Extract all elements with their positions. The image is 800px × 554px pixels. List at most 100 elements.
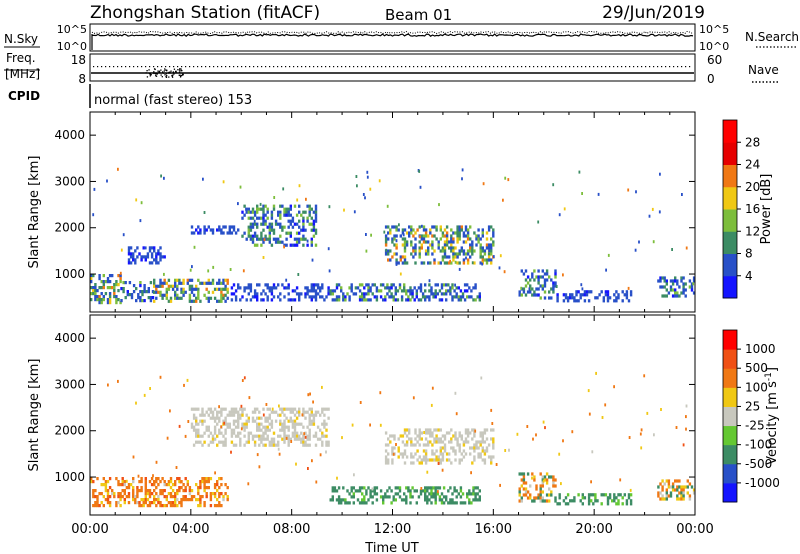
heatmap-cell <box>155 284 158 288</box>
heatmap-cell <box>300 437 303 441</box>
heatmap-cell <box>213 428 217 432</box>
heatmap-cell <box>106 298 110 302</box>
heatmap-cell <box>314 298 318 302</box>
heatmap-cell <box>161 293 164 297</box>
heatmap-cell <box>688 494 692 498</box>
heatmap-cell <box>314 289 318 293</box>
heatmap-cell <box>411 295 414 299</box>
heatmap-cell <box>270 292 274 296</box>
heatmap-cell <box>270 286 274 290</box>
heatmap-cell <box>485 261 489 265</box>
heatmap-cell <box>169 495 173 499</box>
heatmap-cell <box>426 501 429 505</box>
heatmap-cell <box>291 422 295 426</box>
heatmap-cell <box>340 498 343 502</box>
heatmap-cell <box>353 473 355 477</box>
heatmap-cell <box>251 419 255 423</box>
heatmap-cell <box>410 231 413 235</box>
heatmap-cell <box>232 428 236 432</box>
heatmap-cell <box>436 486 439 490</box>
heatmap-cell <box>379 495 383 499</box>
heatmap-cell <box>458 234 461 238</box>
heatmap-cell <box>199 228 202 232</box>
heatmap-cell <box>583 496 587 500</box>
heatmap-cell <box>314 216 318 220</box>
nave-dot <box>241 66 243 68</box>
heatmap-cell <box>312 210 316 214</box>
colorbar-swatch <box>723 186 737 210</box>
heatmap-cell <box>256 243 259 247</box>
heatmap-cell <box>552 481 555 485</box>
heatmap-cell <box>470 471 472 475</box>
heatmap-cell <box>627 188 630 192</box>
heatmap-cell <box>461 168 464 172</box>
heatmap-cell <box>201 413 204 417</box>
heatmap-cell <box>443 246 447 250</box>
heatmap-cell <box>653 433 655 437</box>
heatmap-cell <box>182 278 185 282</box>
heatmap-cell <box>583 293 587 297</box>
heatmap-cell <box>279 407 282 411</box>
heatmap-cell <box>314 213 318 217</box>
heatmap-cell <box>414 261 417 265</box>
heatmap-cell <box>478 489 481 493</box>
heatmap-cell <box>205 492 208 496</box>
heatmap-cell <box>228 225 231 229</box>
heatmap-cell <box>613 299 616 303</box>
heatmap-cell <box>268 231 271 235</box>
heatmap-cell <box>249 225 253 229</box>
heatmap-cell <box>165 290 168 294</box>
nave-dot <box>165 76 168 78</box>
heatmap-cell <box>555 285 558 288</box>
heatmap-cell <box>613 499 616 503</box>
heatmap-cell <box>296 198 299 202</box>
heatmap-cell <box>106 280 110 284</box>
heatmap-cell <box>262 228 265 232</box>
heatmap-cell <box>302 225 305 229</box>
nave-dot <box>397 66 399 68</box>
nave-dot <box>173 66 175 68</box>
heatmap-cell <box>447 489 450 493</box>
nave-dot <box>289 66 291 68</box>
heatmap-cell <box>545 499 549 503</box>
heatmap-cell <box>293 204 297 208</box>
heatmap-cell <box>314 443 318 447</box>
heatmap-cell <box>203 413 206 417</box>
heatmap-cell <box>149 387 151 390</box>
heatmap-cell <box>256 204 259 208</box>
heatmap-cell <box>169 492 173 496</box>
heatmap-cell <box>449 259 451 263</box>
heatmap-cell <box>186 278 189 282</box>
heatmap-cell <box>468 489 471 493</box>
heatmap-cell <box>558 496 561 500</box>
heatmap-cell <box>298 240 301 244</box>
heatmap-cell <box>148 246 152 250</box>
heatmap-cell <box>265 403 268 406</box>
heatmap-cell <box>481 255 484 259</box>
heatmap-cell <box>150 501 154 505</box>
heatmap-cell <box>601 416 604 419</box>
heatmap-cell <box>241 295 244 299</box>
heatmap-cell <box>537 281 540 285</box>
heatmap-cell <box>669 491 673 495</box>
heatmap-cell <box>458 231 461 235</box>
heatmap-cell <box>222 440 225 444</box>
heatmap-cell <box>150 255 154 259</box>
heatmap-cell <box>312 219 316 223</box>
heatmap-cell <box>692 291 696 295</box>
heatmap-cell <box>216 504 219 508</box>
beam-label: Beam 01 <box>385 6 452 24</box>
heatmap-cell <box>108 301 112 305</box>
heatmap-cell <box>445 458 449 462</box>
heatmap-cell <box>392 298 395 302</box>
heatmap-cell <box>279 428 282 432</box>
heatmap-cell <box>163 272 165 276</box>
heatmap-cell <box>661 294 664 298</box>
heatmap-cell <box>464 428 468 432</box>
heatmap-cell <box>237 228 240 232</box>
heatmap-cell <box>379 391 382 395</box>
heatmap-cell <box>207 428 210 432</box>
heatmap-cell <box>140 255 143 259</box>
heatmap-cell <box>214 471 216 475</box>
heatmap-cell <box>174 290 177 294</box>
